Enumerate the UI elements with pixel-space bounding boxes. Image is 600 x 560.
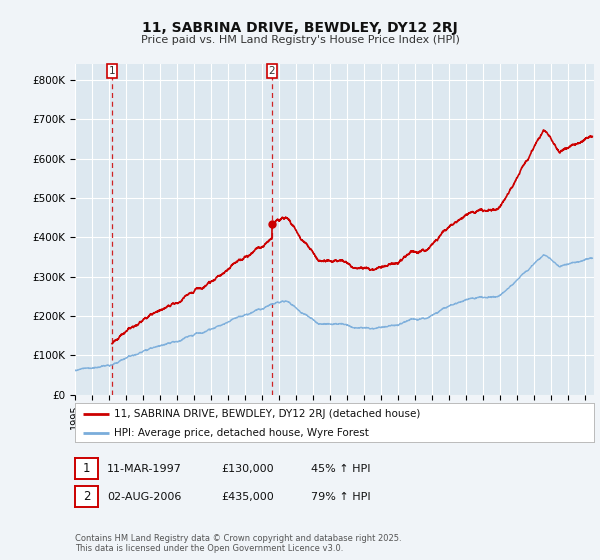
Text: Price paid vs. HM Land Registry's House Price Index (HPI): Price paid vs. HM Land Registry's House … <box>140 35 460 45</box>
Text: 1: 1 <box>109 66 115 76</box>
Text: 2: 2 <box>83 490 90 503</box>
Text: 2: 2 <box>269 66 275 76</box>
Text: 11, SABRINA DRIVE, BEWDLEY, DY12 2RJ: 11, SABRINA DRIVE, BEWDLEY, DY12 2RJ <box>142 21 458 35</box>
Text: Contains HM Land Registry data © Crown copyright and database right 2025.
This d: Contains HM Land Registry data © Crown c… <box>75 534 401 553</box>
Text: £130,000: £130,000 <box>221 464 274 474</box>
Text: 45% ↑ HPI: 45% ↑ HPI <box>311 464 370 474</box>
Text: 11-MAR-1997: 11-MAR-1997 <box>107 464 182 474</box>
Text: 02-AUG-2006: 02-AUG-2006 <box>107 492 181 502</box>
Text: 79% ↑ HPI: 79% ↑ HPI <box>311 492 370 502</box>
Text: 11, SABRINA DRIVE, BEWDLEY, DY12 2RJ (detached house): 11, SABRINA DRIVE, BEWDLEY, DY12 2RJ (de… <box>114 409 420 419</box>
Text: HPI: Average price, detached house, Wyre Forest: HPI: Average price, detached house, Wyre… <box>114 428 369 437</box>
Text: £435,000: £435,000 <box>221 492 274 502</box>
Text: 1: 1 <box>83 462 90 475</box>
